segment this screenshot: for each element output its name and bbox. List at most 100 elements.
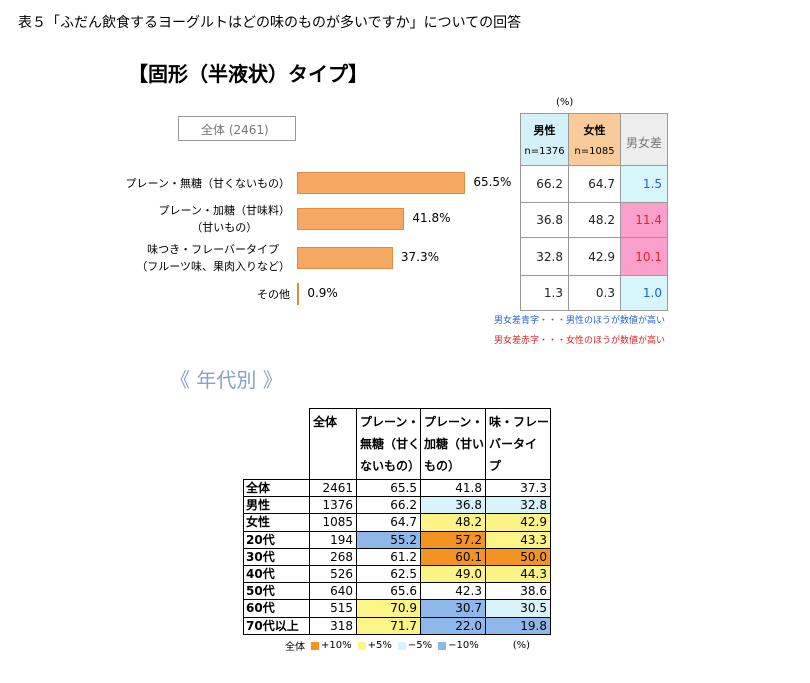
row-header: 全体 xyxy=(243,479,310,498)
table-cell: 44.3 xyxy=(485,565,551,584)
page-title: 表５「ふだん飲食するヨーグルトはどの味のものが多いですか」についての回答 xyxy=(18,15,522,31)
header-n: n=1085 xyxy=(574,146,615,157)
cell-value: 10.1 xyxy=(635,249,662,264)
legend-label: +5% xyxy=(367,640,392,651)
header-label: 男性 xyxy=(533,124,556,137)
cell-value: 64.7 xyxy=(390,515,417,530)
cell-value: 41.8 xyxy=(455,481,482,495)
bar xyxy=(297,283,300,305)
row-label: 全体 xyxy=(246,481,271,495)
table-cell: 32.8 xyxy=(520,237,569,276)
table-cell: 1376 xyxy=(309,496,357,515)
legend-swatch xyxy=(311,641,319,650)
bar xyxy=(297,172,466,194)
cell-value: 71.7 xyxy=(390,618,417,633)
cell-value: 65.5 xyxy=(390,481,417,495)
table-cell: 64.7 xyxy=(568,165,621,203)
bar xyxy=(297,208,405,230)
table-cell: 194 xyxy=(309,530,357,549)
cell-value: 194 xyxy=(330,532,353,547)
cell-value: 32.8 xyxy=(536,249,563,264)
note: 男女差青字・・・男性のほうが数値が高い xyxy=(493,316,665,326)
column-header: プレーン・ 加糖（甘い もの） xyxy=(420,408,486,480)
cell-value: 42.9 xyxy=(588,249,615,264)
cell-value: 1.0 xyxy=(642,286,662,300)
table-cell: 66.2 xyxy=(356,496,421,515)
value-label: 65.5% xyxy=(473,175,512,189)
row-header: 60代 xyxy=(243,599,310,618)
cell-value: 1376 xyxy=(322,498,353,513)
table-cell: 48.2 xyxy=(568,202,621,238)
table-cell: 37.3 xyxy=(485,479,551,498)
header-n: n=1376 xyxy=(524,146,565,157)
row-label: 女性 xyxy=(246,515,271,530)
cell-value: 19.8 xyxy=(520,618,547,633)
cell-value: 66.2 xyxy=(536,177,563,191)
legend-label: +10% xyxy=(321,640,352,651)
cell-value: 62.5 xyxy=(390,567,417,581)
cell-value: 36.8 xyxy=(455,498,482,513)
row-header: 女性 xyxy=(243,513,310,532)
table-cell: 1.5 xyxy=(620,165,668,203)
row-header: 40代 xyxy=(243,565,310,584)
table-cell: 65.5 xyxy=(356,479,421,498)
table-cell: 1.3 xyxy=(520,275,569,311)
legend: 全体 +10% +5% −5% −10% (%) xyxy=(285,638,530,653)
table-cell: 65.6 xyxy=(356,582,421,601)
cell-value: 268 xyxy=(330,549,353,564)
table-cell: 19.8 xyxy=(485,616,551,635)
value-label: 37.3% xyxy=(400,250,439,264)
legend-unit: (%) xyxy=(512,640,531,651)
table-cell: 1085 xyxy=(309,513,357,532)
table-cell: 38.6 xyxy=(485,582,551,601)
cell-value: 48.2 xyxy=(588,213,615,227)
legend-title: 全体 xyxy=(285,642,305,653)
table-cell: 61.2 xyxy=(356,547,421,566)
cell-value: 515 xyxy=(330,601,353,616)
cell-value: 32.8 xyxy=(520,498,547,513)
table-cell: 41.8 xyxy=(420,479,486,498)
table-cell: 48.2 xyxy=(420,513,486,532)
category-label: 味つき・フレーバータイプ （フルーツ味、果肉入りなど） xyxy=(136,243,290,273)
table-cell: 64.7 xyxy=(356,513,421,532)
table-cell: 60.1 xyxy=(420,547,486,566)
table-cell: 22.0 xyxy=(420,616,486,635)
table-cell: 71.7 xyxy=(356,616,421,635)
legend-label: −10% xyxy=(448,640,479,651)
cell-value: 1.5 xyxy=(642,177,662,191)
cell-value: 38.6 xyxy=(520,584,547,599)
value-label: 0.9% xyxy=(307,286,338,300)
table-cell: 70.9 xyxy=(356,599,421,618)
table-cell: 30.5 xyxy=(485,599,551,618)
cell-value: 37.3 xyxy=(520,481,547,495)
table-cell: 318 xyxy=(309,616,357,635)
table-cell: 50.0 xyxy=(485,547,551,566)
header-cell: 男性 n=1376 xyxy=(520,113,569,166)
cell-value: 57.2 xyxy=(455,532,482,547)
table-cell: 42.3 xyxy=(420,582,486,601)
row-label: 30代 xyxy=(246,549,275,564)
cell-value: 55.2 xyxy=(390,532,417,547)
cell-value: 30.7 xyxy=(455,601,482,616)
legend-label: −5% xyxy=(407,640,433,651)
table-cell: 640 xyxy=(309,582,357,601)
row-label: 70代以上 xyxy=(246,618,299,633)
cell-value: 526 xyxy=(330,567,353,581)
column-label: 全体 xyxy=(313,415,338,429)
row-label: 60代 xyxy=(246,601,275,616)
table-cell: 32.8 xyxy=(485,496,551,515)
cell-value: 0.3 xyxy=(595,286,615,300)
cell-value: 2461 xyxy=(322,481,353,495)
cell-value: 50.0 xyxy=(520,549,547,564)
cell-value: 66.2 xyxy=(390,498,417,513)
column-header: 味・フレー バータイ プ xyxy=(485,408,551,480)
table-cell: 42.9 xyxy=(568,237,621,276)
row-label: 20代 xyxy=(246,532,275,547)
legend-swatch xyxy=(397,641,406,650)
legend-swatch xyxy=(357,641,366,650)
cell-value: 36.8 xyxy=(536,213,563,227)
header-label: 女性 xyxy=(583,124,606,137)
row-label: 40代 xyxy=(246,567,275,581)
column-label: プレーン・ 加糖（甘い もの） xyxy=(424,415,485,473)
